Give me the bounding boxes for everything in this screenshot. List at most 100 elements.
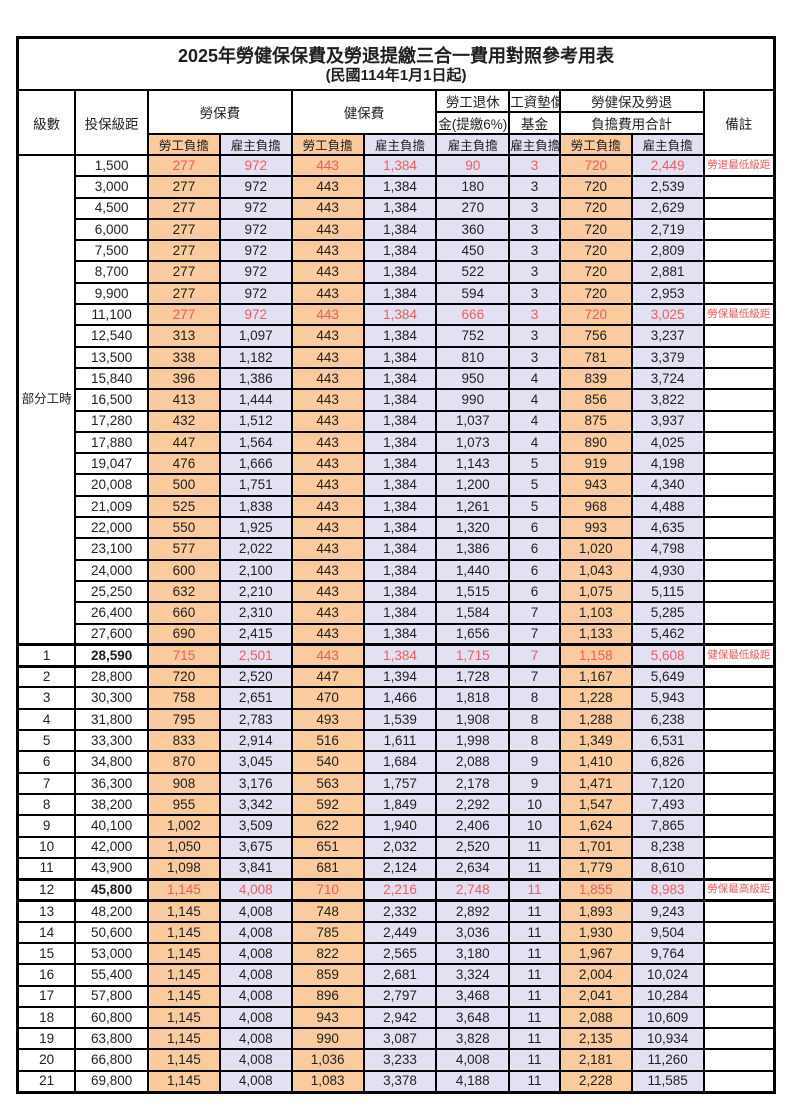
cell-level: 14 [16,920,77,944]
cell-health-employee: 443 [290,388,365,412]
cell-fund-employer: 9 [508,750,561,774]
cell-health-employee: 443 [290,196,365,220]
cell-labor-employer: 1,386 [218,366,293,391]
cell-health-employee: 443 [290,345,365,369]
cell-total-employer: 2,953 [630,281,705,306]
table-row: 25,250 632 2,210 443 1,384 1,515 6 1,075 5,115 [18,579,776,604]
cell-total-employee: 856 [558,388,633,412]
cell-total-employer: 5,115 [630,579,705,604]
cell-total-employee: 1,893 [558,899,633,923]
cell-fund-employer: 11 [508,835,561,859]
cell-bracket: 63,800 [74,1027,150,1051]
table-row: 21,009 525 1,838 443 1,384 1,261 5 968 4,488 [18,494,776,519]
cell-labor-employer: 1,751 [218,473,293,497]
cell-health-employer: 1,849 [362,792,438,817]
table-row: 19,047 476 1,666 443 1,384 1,143 5 919 4,198 [18,452,776,476]
cell-note [702,281,776,306]
table-row: 27,600 690 2,415 443 1,384 1,656 7 1,133 5,462 [18,622,776,646]
cell-health-employer: 1,611 [362,729,438,753]
cell-note [702,516,776,540]
header-row-group2: 金(提繳6%) 基金 負擔費用合計 [18,111,775,135]
cell-health-employee: 443 [290,537,365,561]
header-fund-employer-share: 雇主負擔 [508,133,561,156]
cell-fund-employer: 4 [508,430,561,455]
cell-bracket: 38,200 [74,792,150,817]
cell-total-employer: 9,243 [630,899,705,923]
cell-health-employee: 443 [290,452,365,476]
header-total-line2: 負擔費用合計 [558,111,705,135]
cell-total-employee: 1,624 [558,814,633,838]
cell-health-employee: 1,036 [290,1048,365,1072]
cell-total-employer: 5,649 [630,665,705,689]
cell-total-employee: 2,088 [558,1005,633,1030]
cell-health-employer: 2,216 [362,877,438,902]
premium-table: 2025年勞健保保費及勞退提繳三合一費用對照參考用表 (民國114年1月1日起)… [16,36,776,1094]
cell-labor-employee: 277 [147,196,221,220]
cell-labor-employee: 1,145 [147,899,221,923]
cell-pension-employer: 2,748 [435,877,511,902]
cell-fund-employer: 3 [508,303,561,327]
cell-health-employer: 1,384 [362,281,438,306]
cell-labor-employee: 1,145 [147,984,221,1008]
cell-health-employer: 1,466 [362,686,438,710]
cell-labor-employee: 690 [147,622,221,646]
cell-fund-employer: 11 [508,1069,561,1094]
cell-bracket: 34,800 [74,750,150,774]
cell-total-employee: 756 [558,324,633,348]
table-row: 12,540 313 1,097 443 1,384 752 3 756 3,237 [18,324,776,348]
cell-pension-employer: 752 [435,324,511,348]
cell-note [702,814,776,838]
cell-total-employee: 1,547 [558,792,633,817]
cell-bracket: 23,100 [74,537,150,561]
table-row: 5 33,300 833 2,914 516 1,611 1,998 8 1,349 6,531 [16,729,776,753]
table-body: 部分工時 1,500 277 972 443 1,384 90 3 720 2,449 勞退最低級距… [16,153,776,1094]
cell-labor-employer: 2,520 [218,665,293,689]
cell-pension-employer: 90 [435,153,511,178]
cell-pension-employer: 1,037 [435,409,511,433]
cell-health-employer: 1,757 [362,771,438,795]
cell-total-employee: 1,103 [558,601,633,625]
table-row: 26,400 660 2,310 443 1,384 1,584 7 1,103 5,285 [18,601,776,625]
cell-labor-employee: 720 [147,665,221,689]
cell-bracket: 11,100 [74,303,150,327]
cell-labor-employee: 955 [147,792,221,817]
cell-bracket: 25,250 [74,579,150,604]
cell-labor-employer: 972 [218,153,293,178]
header-labor-insurance: 勞保費 [147,89,293,135]
cell-bracket: 17,880 [74,430,150,455]
cell-labor-employee: 277 [147,239,221,263]
cell-total-employer: 6,531 [630,729,705,753]
table-row: 16 55,400 1,145 4,008 859 2,681 3,324 11 2,004 10… [16,963,776,987]
cell-bracket: 16,500 [74,388,150,412]
cell-level: 20 [16,1048,77,1072]
cell-total-employee: 1,228 [558,686,633,710]
cell-total-employee: 1,471 [558,771,633,795]
cell-pension-employer: 1,320 [435,516,511,540]
cell-pension-employer: 990 [435,388,511,412]
cell-labor-employee: 1,145 [147,941,221,966]
cell-pension-employer: 1,656 [435,622,511,646]
cell-labor-employer: 2,022 [218,537,293,561]
cell-health-employee: 443 [290,558,365,582]
header-row-share: 勞工負擔 雇主負擔 勞工負擔 雇主負擔 雇主負擔 雇主負擔 勞工負擔 雇主負擔 [18,133,775,156]
table-row: 3,000 277 972 443 1,384 180 3 720 2,539 [18,175,776,199]
cell-note [702,771,776,795]
cell-total-employee: 1,930 [558,920,633,944]
cell-pension-employer: 2,406 [435,814,511,838]
cell-health-employer: 1,384 [362,579,438,604]
cell-total-employer: 2,449 [630,153,705,178]
cell-labor-employee: 432 [147,409,221,433]
cell-fund-employer: 3 [508,196,561,220]
cell-labor-employee: 550 [147,516,221,540]
cell-total-employer: 9,504 [630,920,705,944]
cell-total-employer: 11,260 [630,1048,705,1072]
cell-labor-employee: 632 [147,579,221,604]
cell-total-employer: 10,024 [630,963,705,987]
table-row: 21 69,800 1,145 4,008 1,083 3,378 4,188 11 2,228… [16,1069,776,1094]
premium-reference-sheet: 2025年勞健保保費及勞退提繳三合一費用對照參考用表 (民國114年1月1日起)… [16,36,776,1094]
table-row: 9,900 277 972 443 1,384 594 3 720 2,953 [18,281,776,306]
cell-total-employer: 9,764 [630,941,705,966]
cell-health-employee: 443 [290,217,365,242]
cell-labor-employer: 1,444 [218,388,293,412]
cell-total-employee: 1,779 [558,856,633,881]
